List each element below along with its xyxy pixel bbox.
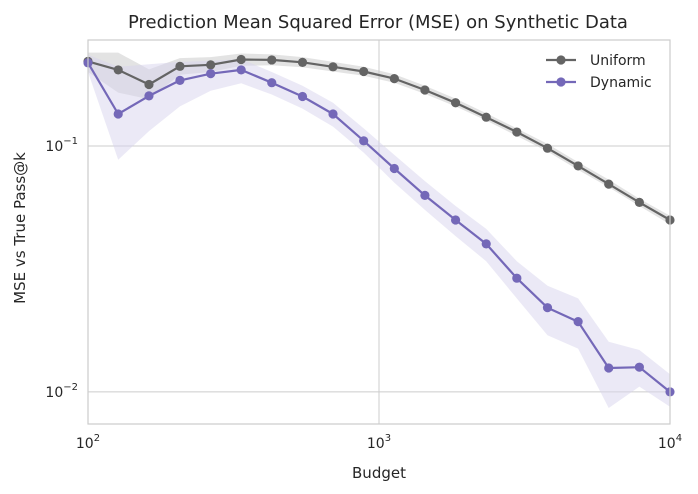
uniform-point <box>144 79 154 90</box>
uniform-point <box>604 179 614 189</box>
dynamic-point <box>542 303 553 313</box>
dynamic-point <box>420 190 430 200</box>
x-tick-label: 103 <box>367 433 391 452</box>
uniform-point <box>328 62 338 72</box>
dynamic-point <box>236 65 246 75</box>
uniform-point <box>236 54 246 65</box>
uniform-point <box>481 112 491 122</box>
uniform-point <box>206 60 216 70</box>
dynamic-line <box>87 62 671 393</box>
uniform-point <box>297 57 308 67</box>
x-tick-label: 104 <box>658 433 682 452</box>
uniform-legend-marker <box>556 55 566 65</box>
dynamic-point <box>297 91 308 102</box>
x-axis-label: Budget <box>352 464 406 482</box>
uniform-point <box>450 98 461 108</box>
dynamic-point <box>328 109 338 119</box>
dynamic-point <box>481 239 491 249</box>
uniform-legend-label: Uniform <box>590 53 646 69</box>
chart-title: Prediction Mean Squared Error (MSE) on S… <box>128 12 628 33</box>
dynamic-legend-label: Dynamic <box>590 75 652 91</box>
uniform-point <box>359 66 369 77</box>
dynamic-point <box>634 362 644 372</box>
dynamic-point <box>389 163 399 174</box>
uniform-point <box>389 74 399 84</box>
dynamic-point <box>512 273 522 283</box>
dynamic-point <box>144 91 154 101</box>
uniform-point <box>542 143 553 153</box>
x-tick-labels: 102 103 104 <box>76 433 682 452</box>
plot-frame <box>87 39 671 425</box>
uniform-point <box>267 55 277 65</box>
dynamic-point <box>175 75 185 85</box>
y-tick-label: 10−2 <box>45 382 78 401</box>
dynamic-point <box>206 69 216 79</box>
uniform-line <box>87 58 671 221</box>
uniform-point <box>573 161 583 171</box>
dynamic-point <box>573 317 583 327</box>
confidence-bands <box>88 52 670 409</box>
series-lines <box>87 58 671 393</box>
uniform-point <box>420 85 430 95</box>
x-tick-label: 102 <box>76 433 100 452</box>
dynamic-point <box>267 78 277 88</box>
uniform-point <box>113 65 123 75</box>
y-axis-label: MSE vs True Pass@k <box>11 152 29 304</box>
dynamic-point <box>604 363 614 373</box>
legend: Uniform Dynamic <box>546 53 652 91</box>
dynamic-point <box>113 109 123 119</box>
y-tick-labels: 10−1 10−2 <box>45 136 78 401</box>
dynamic-point <box>450 215 461 225</box>
dynamic-band <box>88 54 670 409</box>
y-tick-label: 10−1 <box>45 136 78 155</box>
dynamic-point <box>359 136 369 146</box>
uniform-point <box>175 61 185 71</box>
uniform-point <box>634 197 644 207</box>
dynamic-legend-marker <box>556 77 566 87</box>
uniform-point <box>512 127 522 137</box>
